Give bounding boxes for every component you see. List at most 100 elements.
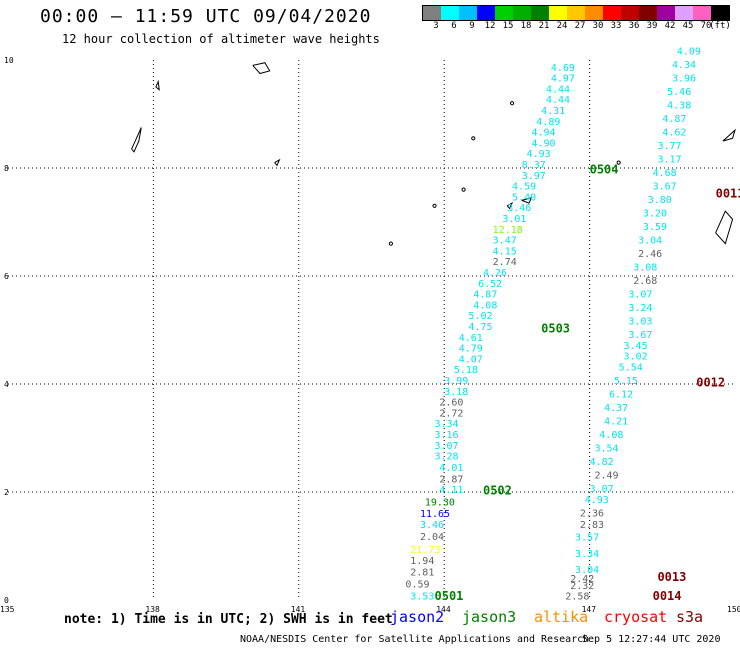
swh-value: 3.18 [444,387,468,398]
swh-value: 4.11 [439,485,463,496]
swh-value: 2.04 [420,532,444,543]
color-scale [422,5,730,21]
color-swatch-12 [639,6,657,20]
swh-value: 4.93 [527,149,551,160]
swh-value: 1.94 [410,556,434,567]
lat-tick-label: 0 [4,596,9,605]
swh-value: 2.32 [570,581,594,592]
pass-id-label: 0502 [483,484,512,498]
swh-value: 4.97 [551,74,575,85]
swh-value: 5.02 [468,311,492,322]
generation-timestamp: Sep 5 12:27:44 UTC 2020 [582,634,721,645]
color-swatch-4 [495,6,513,20]
color-scale-label: 36 [628,21,640,31]
swh-value: 2.36 [580,508,604,519]
pass-id-label: 0012 [696,376,725,390]
color-scale-label: 6 [451,21,457,31]
island-outline [252,62,271,75]
swh-value: 3.96 [672,74,696,85]
color-swatch-13 [657,6,675,20]
color-swatch-9 [585,6,603,20]
swh-value: 4.68 [653,168,677,179]
swh-value: 4.26 [483,268,507,279]
swh-value: 2.49 [594,471,618,482]
island-outline [715,210,734,245]
lon-tick-label: 144 [436,605,451,614]
swh-value: 11.65 [420,509,450,520]
color-scale-label: 39 [646,21,658,31]
satellite-altika: altika [534,608,589,626]
swh-value: 4.61 [459,333,483,344]
swh-value: 2.46 [638,249,662,260]
swh-value: 3.57 [575,533,599,544]
swh-value: 2.87 [439,474,463,485]
swh-value: 4.87 [473,290,497,301]
color-scale-label: 3 [433,21,439,31]
islet-marker [388,241,393,246]
swh-value: 3.04 [638,236,662,247]
swh-value: 4.87 [662,114,686,125]
swh-value: 4.75 [468,322,492,333]
island-outline [506,201,514,210]
pass-labels: 0501 0502 0503 0504 0014 0013 0012 0011 [435,162,740,603]
swh-value: 6.52 [478,279,502,290]
island-outline [274,158,281,167]
swh-value: 4.82 [590,457,614,468]
color-scale-label: 70 [700,21,712,31]
satellite-cryosat: cryosat [604,608,668,626]
swh-value: 3.67 [653,182,677,193]
page-title: 00:00 – 11:59 UTC 09/04/2020 [40,6,372,27]
swh-value: 4.07 [459,354,483,365]
swh-value: 3.47 [493,236,517,247]
color-swatch-1 [441,6,459,20]
pass-id-label: 0501 [435,589,464,603]
swh-value: 3.46 [420,520,444,531]
color-swatch-0 [423,6,441,20]
swh-value: 3.02 [624,352,648,363]
islet-marker [616,160,621,165]
swh-value: 3.45 [624,341,648,352]
pass-id-label: 0014 [653,589,682,603]
swh-value: 3.20 [643,209,667,220]
swh-value: 3.34 [575,549,599,560]
color-swatch-15 [693,6,711,20]
swh-value: 3.07 [435,441,459,452]
swh-value: 4.94 [531,128,555,139]
swh-value: 3.07 [628,290,652,301]
color-scale-label: 24 [556,21,568,31]
color-swatch-2 [459,6,477,20]
axis-ticks: 135 138 141 144 147 150 0 2 4 6 8 10 [0,56,740,614]
swh-value: 8.37 [522,160,546,171]
swh-value: 4.31 [541,106,565,117]
swh-value: 3.08 [633,263,657,274]
swh-value: 6.12 [609,390,633,401]
grid-lines [8,60,735,600]
color-scale-label: 27 [574,21,586,31]
color-scale-label: 18 [520,21,532,31]
swh-value: 4.08 [473,300,497,311]
swh-value: 3.80 [648,195,672,206]
swh-value: 4.44 [546,95,570,106]
color-scale-label: 33 [610,21,622,31]
color-scale-labels: 3 6 9 12 15 18 21 24 27 30 33 36 39 42 45 70 (ft) [422,21,732,33]
swh-value: 5.15 [614,376,638,387]
swh-value: 3.04 [575,565,599,576]
swh-value: 4.08 [599,430,623,441]
credit-line: NOAA/NESDIS Center for Satellite Applica… [240,634,590,645]
swh-value: 3.28 [435,452,459,463]
islet-marker [461,187,466,192]
color-swatch-3 [477,6,495,20]
swh-value: 5.54 [619,363,643,374]
swh-value: 3.99 [444,376,468,387]
pass-id-label: 0503 [541,322,570,336]
swh-value: 4.34 [672,60,696,71]
color-swatch-5 [513,6,531,20]
swh-value: 3.59 [643,222,667,233]
lon-tick-label: 147 [582,605,597,614]
color-scale-label: 30 [592,21,604,31]
color-scale-label: 9 [469,21,475,31]
swh-value: 4.90 [531,138,555,149]
lat-tick-label: 6 [4,272,9,281]
color-scale-label: 12 [484,21,496,31]
lon-tick-label: 138 [145,605,160,614]
